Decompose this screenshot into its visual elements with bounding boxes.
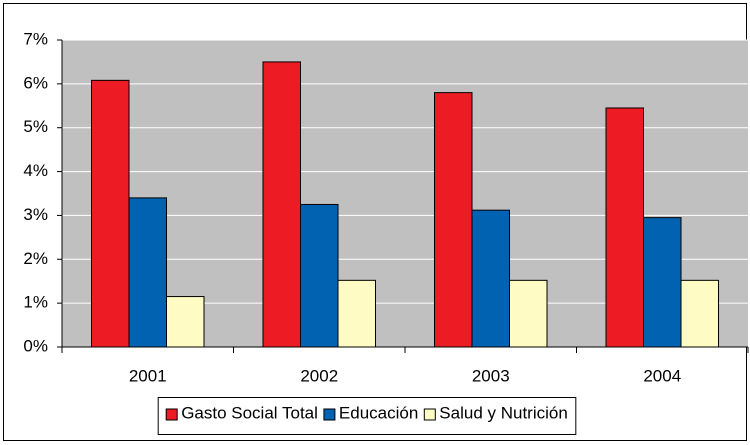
bar bbox=[643, 217, 682, 348]
bar bbox=[91, 79, 130, 348]
bar bbox=[128, 197, 167, 348]
y-tick-label: 3% bbox=[23, 205, 48, 224]
bar bbox=[166, 296, 205, 348]
bar bbox=[434, 92, 473, 348]
y-tick-label: 7% bbox=[23, 29, 48, 48]
y-tick-label: 5% bbox=[23, 117, 48, 136]
x-tick-label: 2002 bbox=[300, 366, 338, 385]
y-tick-label: 1% bbox=[23, 293, 48, 312]
x-tick-label: 2001 bbox=[129, 366, 167, 385]
legend-box bbox=[157, 397, 577, 435]
y-tick-label: 2% bbox=[23, 249, 48, 268]
x-tick-label: 2004 bbox=[643, 366, 681, 385]
x-tick-label: 2003 bbox=[472, 366, 510, 385]
bar bbox=[337, 279, 376, 348]
bar bbox=[262, 61, 301, 348]
y-tick-label: 0% bbox=[23, 336, 48, 355]
legend-label: Gasto Social Total bbox=[181, 403, 318, 422]
bar bbox=[509, 279, 548, 348]
legend-swatch bbox=[423, 408, 436, 421]
bar bbox=[300, 203, 339, 348]
bar bbox=[605, 107, 644, 348]
legend-label: Salud y Nutrición bbox=[439, 403, 568, 422]
y-tick-label: 6% bbox=[23, 73, 48, 92]
bar bbox=[471, 209, 510, 348]
legend-swatch bbox=[165, 408, 178, 421]
legend-label: Educación bbox=[339, 403, 418, 422]
legend-swatch bbox=[323, 408, 336, 421]
y-tick-label: 4% bbox=[23, 161, 48, 180]
bar bbox=[680, 279, 719, 348]
